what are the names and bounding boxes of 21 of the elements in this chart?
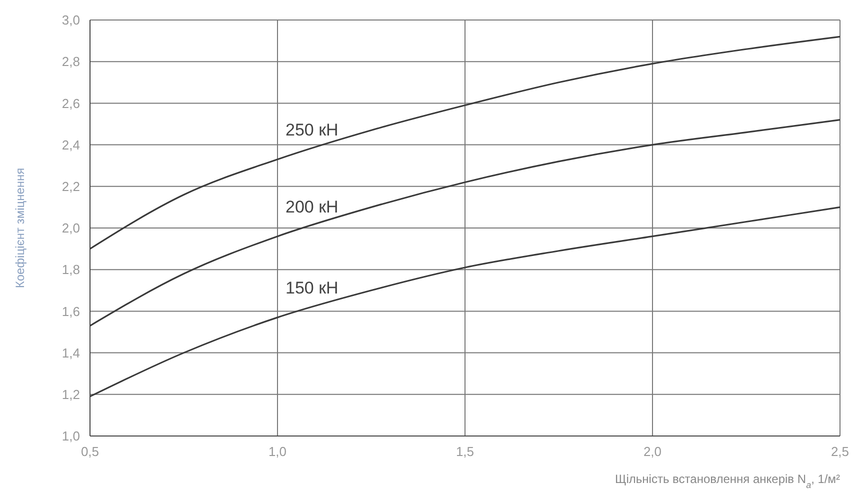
- y-tick-label: 2,0: [62, 220, 80, 236]
- y-tick-label: 2,6: [62, 96, 80, 111]
- y-tick-label: 2,8: [62, 54, 80, 70]
- y-tick-label: 1,4: [62, 345, 80, 360]
- x-tick-label: 2,0: [643, 444, 662, 459]
- x-tick-label: 2,5: [830, 444, 850, 459]
- series-label: 150 кН: [286, 278, 338, 298]
- series-label: 200 кН: [286, 197, 338, 216]
- x-tick-label: 0,5: [80, 444, 100, 459]
- y-tick-label: 3,0: [62, 12, 80, 28]
- y-tick-label: 2,2: [62, 178, 80, 194]
- x-tick-label: 1,5: [456, 444, 474, 459]
- x-axis-title: Щільність встановлення анкерів N$_{a}$, 1/м²: [615, 472, 840, 490]
- y-tick-label: 1,6: [62, 304, 80, 319]
- y-tick-label: 2,4: [62, 137, 80, 152]
- series-label: 250 кН: [286, 120, 338, 140]
- y-axis-title: Коефіцієнт зміцнення: [13, 168, 27, 288]
- y-tick-label: 1,2: [62, 386, 80, 402]
- x-tick-label: 1,0: [268, 444, 287, 459]
- y-tick-label: 1,8: [62, 262, 80, 278]
- y-tick-label: 1,0: [62, 428, 80, 444]
